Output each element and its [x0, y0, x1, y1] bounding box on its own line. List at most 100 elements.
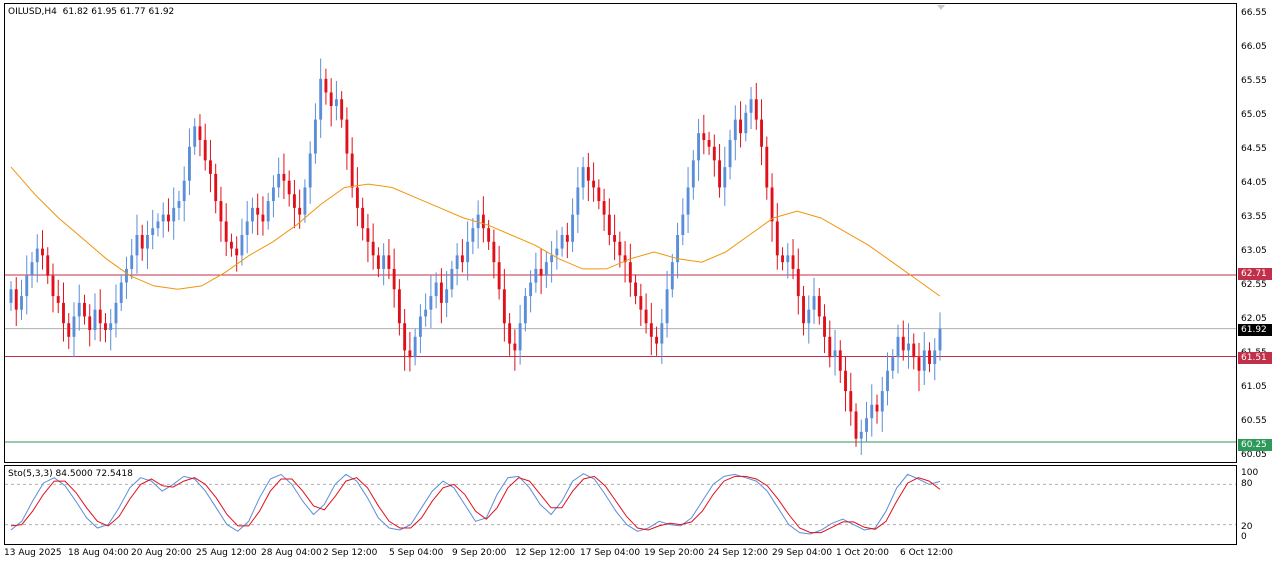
candle-body	[571, 214, 575, 242]
candle-body	[812, 296, 816, 310]
candle-body	[450, 268, 454, 290]
time-axis-label: 6 Oct 12:00	[900, 548, 953, 558]
candle-body	[891, 357, 895, 371]
candle-body	[744, 112, 748, 134]
candle-body	[529, 282, 533, 297]
candle-body	[770, 187, 774, 222]
candle-body	[618, 241, 622, 256]
price-axis-label: 65.55	[1241, 76, 1267, 87]
ohlc-readout: 61.82 61.95 61.77 61.92	[62, 7, 175, 17]
candle-body	[41, 248, 44, 256]
candle-body	[781, 255, 784, 263]
candle-body	[481, 214, 485, 229]
price-axis-label: 63.05	[1241, 245, 1267, 256]
candle-body	[72, 316, 76, 337]
candle-body	[408, 350, 412, 358]
candle-body	[922, 350, 926, 371]
time-axis-label: 13 Aug 2025	[4, 548, 62, 558]
candle-body	[219, 201, 223, 222]
price-axis-label: 63.55	[1241, 212, 1267, 223]
candle-body	[513, 343, 517, 351]
candle-body	[104, 323, 107, 331]
candle-body	[828, 336, 832, 358]
candle-body	[98, 309, 102, 324]
candle-body	[686, 187, 690, 215]
candle-body	[508, 323, 512, 344]
candle-body	[334, 99, 338, 107]
candle-body	[749, 99, 753, 113]
candle-body	[754, 99, 758, 120]
candle-body	[760, 119, 763, 147]
candle-body	[471, 228, 475, 242]
candle-body	[161, 214, 165, 222]
candle-body	[838, 350, 842, 371]
candle-body	[823, 316, 826, 337]
candle-body	[644, 309, 648, 324]
candle-body	[870, 404, 874, 419]
candle-body	[418, 316, 422, 337]
price-axis-label: 64.05	[1241, 178, 1267, 189]
candle-body	[655, 336, 659, 344]
time-axis-label: 17 Sep 04:00	[580, 548, 641, 558]
time-axis-label: 28 Aug 04:00	[261, 548, 322, 558]
candle-body	[387, 255, 391, 269]
candle-body	[146, 235, 149, 249]
candle-body	[109, 323, 113, 331]
candle-body	[67, 323, 71, 337]
time-axis-label: 9 Sep 20:00	[452, 548, 507, 558]
candle-body	[35, 248, 39, 263]
candle-body	[298, 207, 302, 215]
candle-body	[550, 255, 554, 263]
candle-body	[523, 296, 527, 324]
candle-body	[707, 139, 711, 147]
time-axis-label: 18 Aug 04:00	[68, 548, 129, 558]
price-axis-label: 61.05	[1241, 381, 1267, 392]
candle-body	[345, 119, 349, 154]
candle-body	[319, 78, 323, 120]
candle-body	[865, 418, 868, 432]
candle-body	[224, 221, 228, 242]
candle-body	[702, 133, 706, 140]
candle-body	[434, 282, 438, 297]
candle-body	[639, 296, 643, 310]
price-chart-plot[interactable]	[5, 4, 1236, 462]
candle-body	[728, 139, 732, 168]
candle-body	[308, 153, 312, 188]
candle-body	[555, 248, 559, 256]
price-axis-label: 65.05	[1241, 110, 1267, 121]
candle-body	[292, 194, 296, 208]
stochastic-plot[interactable]	[5, 466, 1236, 544]
candle-body	[156, 221, 160, 229]
time-axis-label: 2 Sep 12:00	[323, 548, 378, 558]
price-chart-pane[interactable]: OILUSD,H4 61.82 61.95 61.77 61.92	[4, 3, 1237, 463]
candle-body	[466, 241, 470, 263]
candle-body	[403, 323, 407, 351]
candle-body	[114, 302, 118, 324]
candle-body	[581, 167, 585, 188]
candle-body	[151, 228, 155, 235]
candle-body	[859, 431, 863, 439]
candle-body	[518, 323, 522, 351]
candle-body	[119, 282, 123, 303]
stochastic-main-line	[10, 473, 941, 535]
candle-body	[350, 153, 354, 188]
candle-body	[193, 126, 197, 147]
stochastic-pane[interactable]: Sto(5,3,3) 84.5000 72.5418	[4, 465, 1237, 545]
candle-body	[660, 323, 664, 344]
candle-body	[901, 336, 905, 351]
candle-body	[676, 235, 680, 263]
candle-body	[135, 235, 139, 256]
candle-body	[544, 262, 548, 276]
candle-body	[602, 201, 606, 215]
candle-body	[303, 187, 307, 215]
candle-body	[172, 207, 176, 222]
low-price-tag: 60.25	[1238, 439, 1272, 451]
candle-body	[817, 296, 821, 317]
time-axis-label: 5 Sep 04:00	[389, 548, 444, 558]
candle-body	[560, 235, 564, 249]
candle-body	[697, 133, 701, 161]
resistance-price-tag: 62.71	[1238, 268, 1272, 280]
candle-body	[198, 126, 202, 140]
price-axis-label: 66.05	[1241, 42, 1267, 53]
candle-body	[597, 187, 601, 202]
